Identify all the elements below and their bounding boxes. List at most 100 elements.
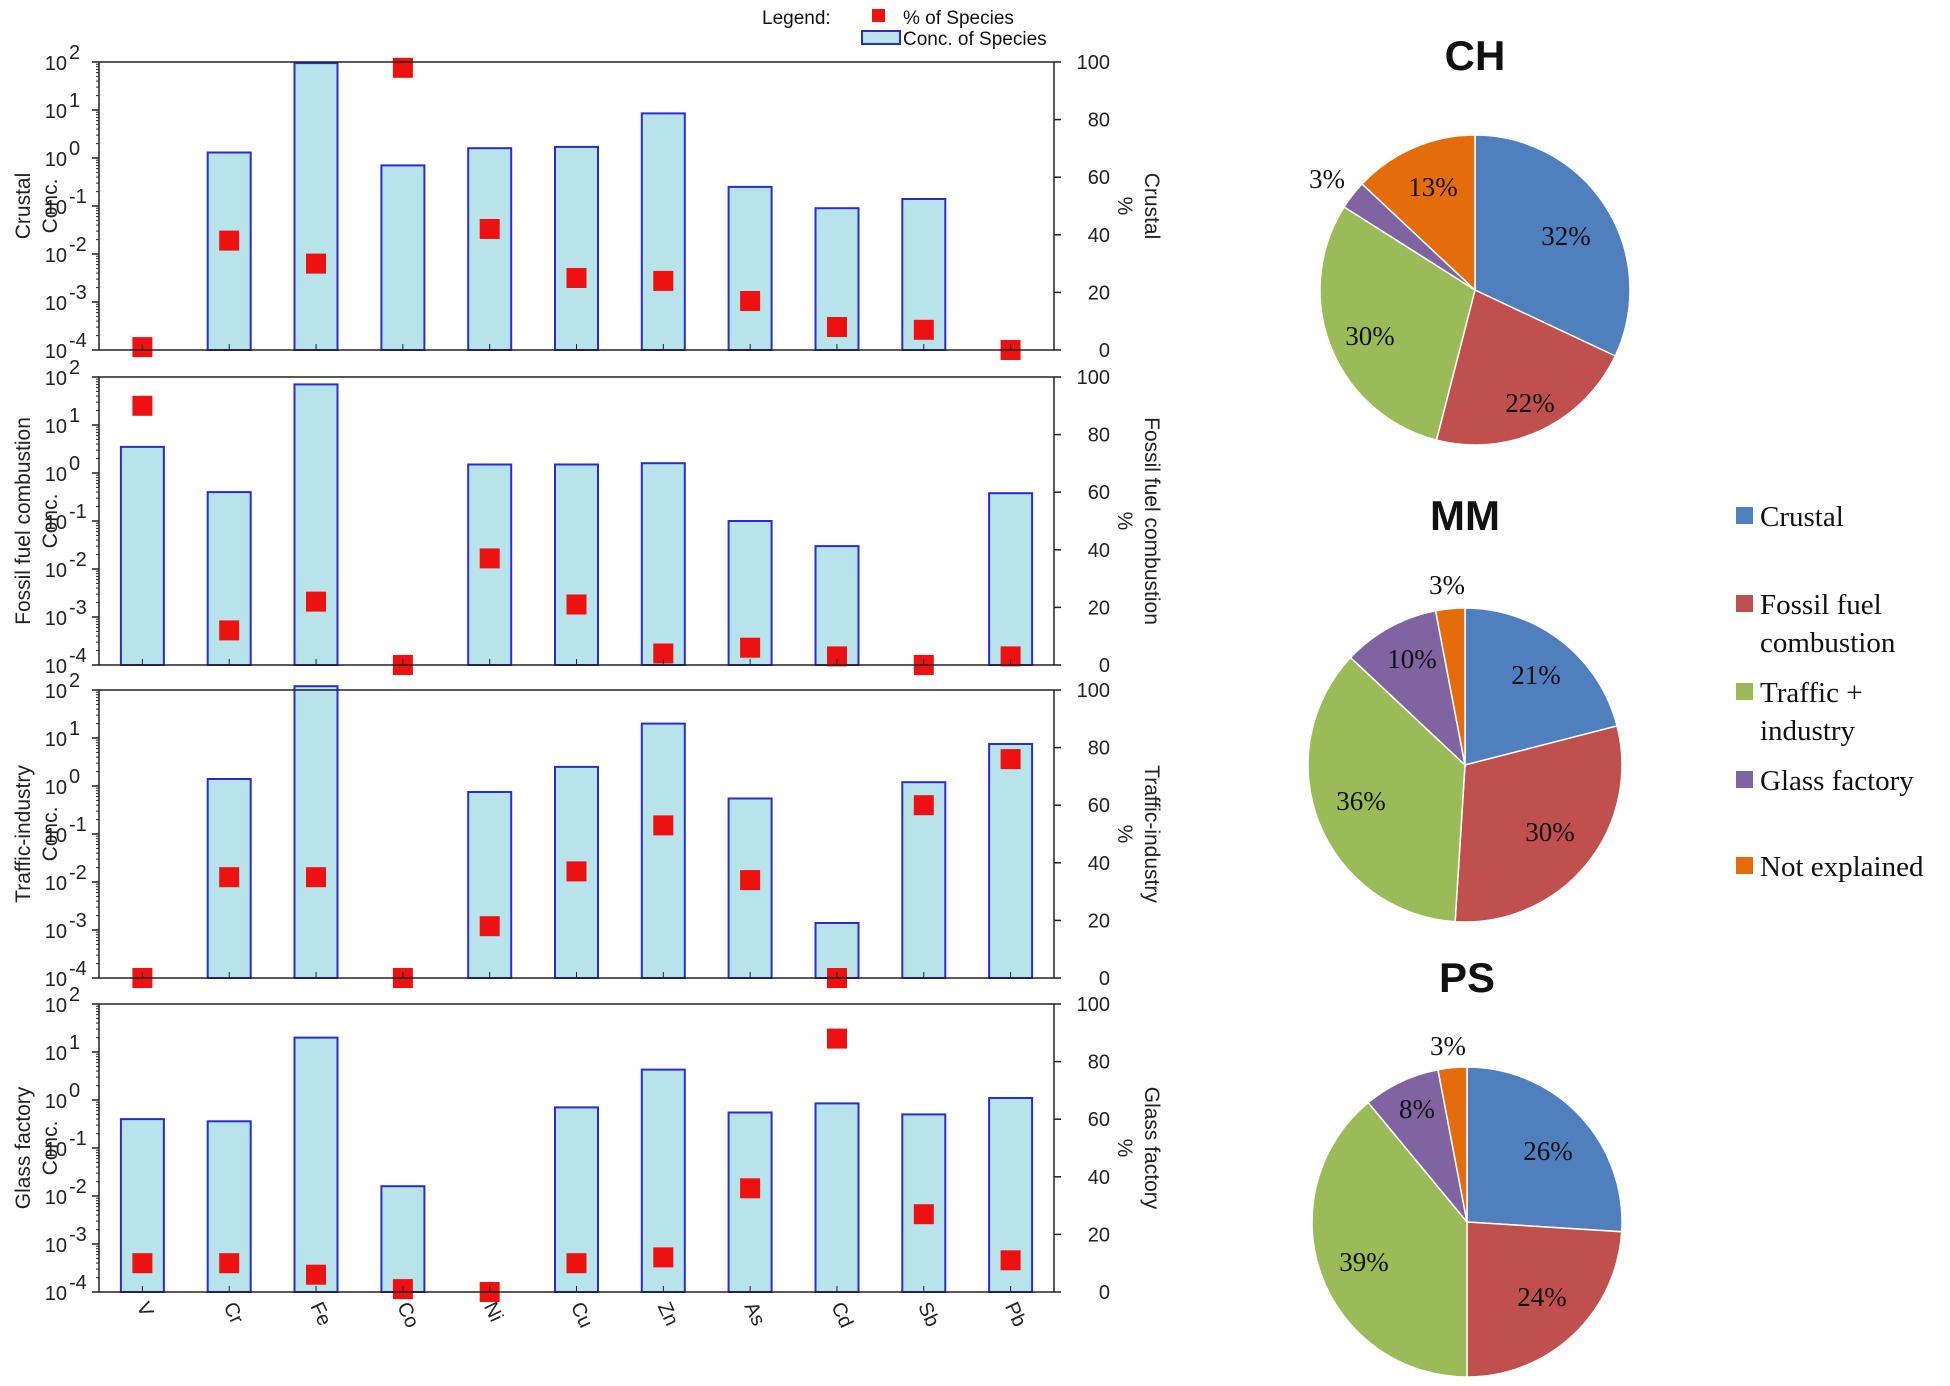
left-tick-base: 10 (45, 53, 67, 75)
percent-marker-zn (653, 270, 674, 291)
percent-marker-sb (913, 319, 934, 340)
percent-marker-as (740, 1178, 761, 1199)
left-tick-base: 10 (45, 873, 67, 895)
percent-marker-as (740, 637, 761, 658)
percent-marker-cu (566, 1253, 587, 1274)
percent-marker-pb (1000, 749, 1021, 770)
percent-marker-v (132, 1253, 153, 1274)
left-tick-exponent: 0 (69, 453, 80, 475)
pie-slice-label: 32% (1541, 221, 1591, 251)
pie-slice-label: 30% (1525, 817, 1575, 847)
right-tick-label: 100 (1077, 367, 1110, 389)
left-tick-exponent: -3 (69, 597, 87, 619)
conc-bar-ni (467, 791, 513, 979)
pie-slice-label: 39% (1339, 1247, 1389, 1277)
percent-marker-v (132, 395, 153, 416)
pie-slice-label: 36% (1336, 786, 1386, 816)
left-tick-base: 10 (45, 1283, 67, 1305)
pie-charts: CH 32% 22% 30% 3% 13% MM 21% 30% 36% 10% 3% PS 26% 24%… (1307, 32, 1631, 1378)
left-tick-base: 10 (45, 512, 67, 534)
pie-slice-crustal (1474, 134, 1631, 357)
right-tick-label: 80 (1088, 738, 1110, 760)
left-tick-exponent: 2 (69, 357, 80, 379)
legend-conc-label: Conc. of Species (903, 29, 1047, 50)
left-tick-exponent: -1 (69, 814, 87, 836)
right-ylabel: Crustal (1140, 173, 1163, 240)
percent-marker-cr (219, 867, 240, 888)
category-label-as: As (740, 1299, 770, 1329)
pie-slice-label: 24% (1517, 1282, 1567, 1312)
right-tick-label: 0 (1099, 655, 1110, 677)
conc-bar-cd (814, 545, 860, 666)
conc-bar-sb (901, 1113, 947, 1294)
pie-slice-label: 3% (1430, 1031, 1466, 1061)
left-tick-base: 10 (45, 149, 67, 171)
left-tick-exponent: -3 (69, 910, 87, 932)
pie-slice-label: 26% (1523, 1136, 1573, 1166)
right-tick-label: 80 (1088, 1052, 1110, 1074)
left-tick-exponent: 0 (69, 1080, 80, 1102)
left-tick-exponent: 1 (69, 405, 80, 427)
left-tick-exponent: 2 (69, 42, 80, 64)
left-tick-base: 10 (45, 656, 67, 678)
pie-slice-fossil-fuel-combustion (1454, 725, 1623, 923)
left-tick-exponent: 2 (69, 670, 80, 692)
left-tick-base: 10 (45, 681, 67, 703)
left-ylabel-line2: Conc. (39, 807, 62, 862)
percent-marker-as (740, 870, 761, 891)
legend-swatch-0 (1736, 507, 1753, 524)
percent-marker-fe (306, 1264, 326, 1285)
left-tick-exponent: 1 (69, 1032, 80, 1054)
left-tick-exponent: -4 (69, 330, 87, 352)
pie-slice-fossil-fuel-combustion (1466, 1221, 1623, 1378)
left-tick-exponent: 2 (69, 984, 80, 1006)
left-tick-base: 10 (45, 921, 67, 943)
percent-marker-as (740, 291, 761, 311)
conc-bar-cr (206, 151, 252, 351)
legend-swatch-3 (1736, 771, 1753, 788)
pie-slice-label: 3% (1309, 164, 1345, 194)
legend-swatch-1 (1736, 595, 1753, 612)
conc-bar-cu (554, 463, 599, 666)
left-tick-base: 10 (45, 969, 67, 991)
right-tick-label: 0 (1099, 968, 1110, 990)
legend-percent-marker (872, 9, 885, 22)
right-tick-label: 60 (1088, 482, 1110, 504)
legend-conc-swatch (861, 30, 901, 45)
right-tick-label: 20 (1088, 282, 1110, 304)
right-tick-label: 100 (1077, 994, 1110, 1016)
pie-mm: MM 21% 30% 36% 10% 3% (1307, 492, 1623, 923)
percent-marker-pb (1000, 1250, 1021, 1271)
conc-bar-fe (293, 685, 339, 979)
conc-bar-zn (640, 112, 686, 352)
conc-bar-cd (814, 1102, 860, 1294)
category-label-cd: Cd (826, 1299, 857, 1331)
pie-slice-label: 8% (1399, 1094, 1435, 1124)
conc-bar-fe (293, 383, 339, 666)
pie-slice-traffic-industry (1319, 205, 1476, 442)
pie-slice-label: 21% (1511, 660, 1561, 690)
right-percent-label: % (1113, 512, 1136, 531)
right-tick-label: 20 (1088, 597, 1110, 619)
right-tick-label: 80 (1088, 110, 1110, 132)
pie-title: MM (1430, 492, 1500, 539)
category-label-ni: Ni (479, 1299, 507, 1325)
right-tick-label: 40 (1088, 1167, 1110, 1189)
conc-bar-co (380, 1185, 426, 1293)
conc-bar-fe (293, 1036, 339, 1293)
left-tick-base: 10 (45, 1043, 67, 1065)
left-tick-base: 10 (45, 825, 67, 847)
percent-marker-sb (913, 795, 934, 816)
pie-slice-label: 3% (1429, 570, 1465, 600)
left-tick-base: 10 (45, 341, 67, 363)
legend-percent-label: % of Species (903, 8, 1014, 29)
conc-bar-zn (640, 462, 686, 667)
percent-marker-pb (1000, 646, 1021, 667)
legend-label-2: industry (1760, 715, 1856, 747)
left-tick-exponent: -4 (69, 645, 87, 667)
category-label-pb: Pb (1000, 1299, 1030, 1330)
left-tick-base: 10 (45, 1187, 67, 1209)
left-ylabel-line2: Conc. (39, 179, 62, 234)
